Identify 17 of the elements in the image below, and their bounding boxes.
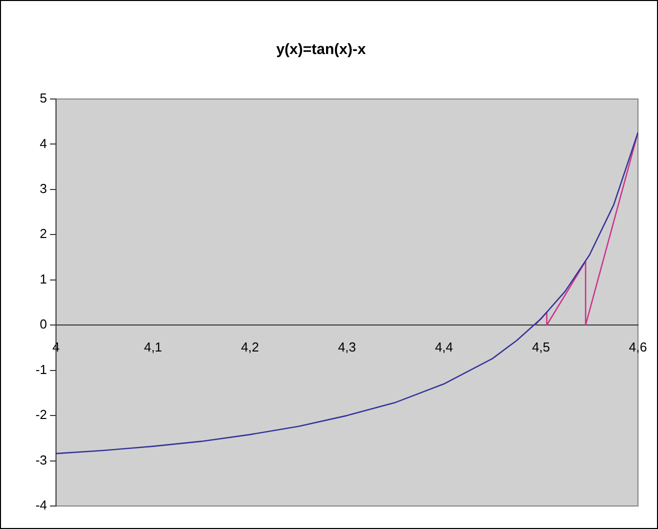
x-tick-label: 4,2 [240,339,260,354]
y-tick-label: 4 [40,136,47,151]
y-tick-label: -4 [35,498,47,513]
y-tick-label: 3 [40,181,47,196]
y-tick-label: 5 [40,90,47,106]
y-tick-label: 2 [40,226,47,242]
x-tick-label: 4,6 [628,339,648,354]
chart-title: y(x)=tan(x)-x [276,41,366,58]
y-tick-label: -2 [35,407,47,422]
y-tick-label: -1 [35,362,47,377]
y-tick-label: -3 [35,452,47,468]
x-tick-label: 4,4 [434,339,454,354]
x-tick-label: 4,1 [144,339,162,354]
x-tick-label: 4,3 [338,339,356,354]
y-tick-label: 0 [40,316,47,332]
x-tick-label: 4,5 [532,339,550,354]
y-tick-label: 1 [40,271,47,286]
